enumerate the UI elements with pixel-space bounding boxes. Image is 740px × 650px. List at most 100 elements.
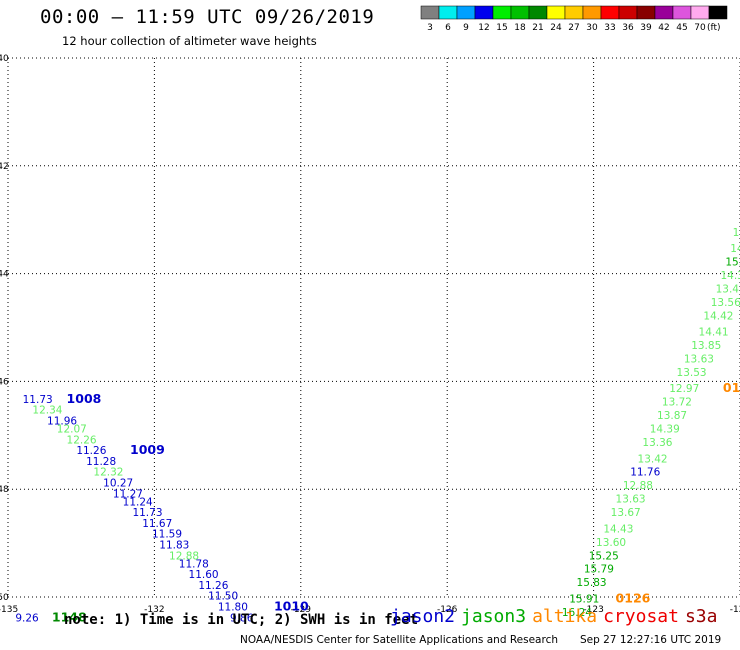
wave-height-label: 13.72 — [662, 397, 692, 409]
legend-swatch — [690, 5, 710, 20]
legend-label: 21 — [532, 23, 543, 33]
legend-swatch — [510, 5, 530, 20]
legend-label: 24 — [550, 23, 562, 33]
wave-height-label: 12.32 — [93, 467, 123, 479]
y-tick-label: -42 — [0, 162, 9, 172]
wave-height-label: 11.26 — [76, 445, 106, 457]
units-note: note: 1) Time is in UTC; 2) SWH is in fe… — [64, 612, 419, 628]
legend-swatch — [672, 5, 692, 20]
satellite-cryosat: cryosat — [603, 606, 679, 627]
wave-height-label: 11.50 — [208, 591, 238, 603]
legend-label: 6 — [445, 23, 451, 33]
y-tick-label: -44 — [0, 270, 9, 280]
wave-height-label: 11.28 — [86, 456, 116, 468]
wave-height-label: 11.60 — [189, 569, 219, 581]
wave-height-label: 11.80 — [218, 601, 248, 613]
legend-label: 42 — [658, 23, 669, 33]
wave-height-label: 11.26 — [198, 580, 228, 592]
wave-height-label: 15.3 — [725, 257, 740, 269]
wave-height-label: 11.59 — [152, 529, 182, 541]
legend-label: 3 — [427, 23, 433, 33]
wave-height-label: 1 — [733, 227, 740, 239]
legend-swatch — [600, 5, 620, 20]
y-tick-label: -46 — [0, 377, 9, 387]
legend-swatch — [528, 5, 548, 20]
wave-height-label: 16.24 — [562, 607, 592, 619]
legend-swatch — [438, 5, 458, 20]
wave-height-label: 11.78 — [179, 558, 209, 570]
x-tick-label: -123 — [583, 605, 603, 615]
pass-time-label: 1010 — [274, 598, 309, 613]
wave-height-label: 11.83 — [159, 539, 189, 551]
legend-swatch — [420, 5, 440, 20]
wave-height-label: 12.88 — [623, 480, 653, 492]
legend-label: 27 — [568, 23, 579, 33]
wave-height-label: 12.34 — [32, 405, 62, 417]
legend-swatch — [474, 5, 494, 20]
credit-line: NOAA/NESDIS Center for Satellite Applica… — [240, 634, 558, 646]
legend-label: 39 — [640, 23, 652, 33]
wave-height-label: 14.3 — [720, 270, 740, 282]
x-tick-label: -135 — [0, 605, 18, 615]
x-tick-label: -132 — [144, 605, 164, 615]
wave-height-label: 13.4 — [716, 283, 740, 295]
wave-height-label: 12.07 — [57, 424, 87, 436]
wave-height-label: 11.24 — [123, 496, 153, 508]
pass-time-label: 1148 — [52, 609, 87, 624]
wave-height-label: 13.56 — [711, 297, 740, 309]
wave-height-label: 11.73 — [23, 394, 53, 406]
y-tick-label: -48 — [0, 485, 9, 495]
wave-height-labels: 11.7312.3411.9612.0712.2611.2611.2812.32… — [15, 227, 740, 624]
wave-height-label: 15.91 — [569, 593, 599, 605]
legend-label: 70 — [694, 23, 706, 33]
pass-time-label: 1009 — [130, 442, 165, 457]
pass-time-label: 0126 — [616, 590, 651, 605]
wave-height-label: 11.96 — [47, 416, 77, 428]
wave-height-label: 12.97 — [669, 383, 699, 395]
legend-swatch — [456, 5, 476, 20]
wave-height-label: 11.67 — [142, 518, 172, 530]
wave-height-label: 12.26 — [67, 434, 97, 446]
legend-label: 36 — [622, 23, 634, 33]
wave-height-label: 14 — [730, 243, 740, 255]
wave-height-label: 11.27 — [113, 488, 143, 500]
satellite-jason3: jason3 — [461, 606, 527, 627]
wave-height-label: 13.53 — [677, 367, 707, 379]
wave-height-label: 13.85 — [691, 340, 721, 352]
legend-swatch — [618, 5, 638, 20]
legend-swatch — [582, 5, 602, 20]
wave-height-label: 9.86 — [230, 612, 254, 624]
satellite-legend: jason2 jason3 altika cryosat s3a — [390, 606, 723, 627]
pass-time-label: 01 — [723, 380, 740, 395]
legend-label: 9 — [463, 23, 469, 33]
legend-swatch — [492, 5, 512, 20]
x-tick-label: -120 — [730, 605, 740, 615]
legend-unit: (ft) — [707, 23, 721, 33]
wave-height-label: 14.39 — [650, 424, 680, 436]
wave-height-label: 15.25 — [589, 550, 619, 562]
legend-label: 45 — [676, 23, 687, 33]
satellite-altika: altika — [532, 606, 598, 627]
wave-height-label: 13.36 — [642, 437, 672, 449]
legend-label: 18 — [514, 23, 526, 33]
legend-swatch — [708, 5, 728, 20]
wave-height-label: 13.87 — [657, 410, 687, 422]
generation-timestamp: Sep 27 12:27:16 UTC 2019 — [580, 634, 722, 646]
legend-swatch — [654, 5, 674, 20]
wave-height-label: 13.63 — [616, 494, 646, 506]
legend-label: 12 — [478, 23, 489, 33]
wave-height-label: 14.43 — [603, 523, 633, 535]
x-tick-label: -126 — [437, 605, 458, 615]
wave-height-label: 11.76 — [630, 467, 660, 479]
chart-subtitle: 12 hour collection of altimeter wave hei… — [62, 34, 317, 48]
axis-tick-labels: -40 -42 -44 -46 -48 -50 -135 -132 -129 -126 -123 -1… — [0, 54, 740, 615]
wave-height-label: 13.60 — [596, 537, 626, 549]
satellite-jason2: jason2 — [390, 606, 456, 627]
wave-height-label: 10.27 — [103, 478, 133, 490]
color-legend: 3 6 9 12 15 18 21 24 27 30 33 36 39 42 45 70 (ft) — [420, 5, 728, 33]
wave-height-label: 9.26 — [15, 612, 39, 624]
wave-height-label: 13.42 — [638, 453, 668, 465]
legend-swatch — [546, 5, 566, 20]
pass-time-label: 1008 — [67, 391, 102, 406]
